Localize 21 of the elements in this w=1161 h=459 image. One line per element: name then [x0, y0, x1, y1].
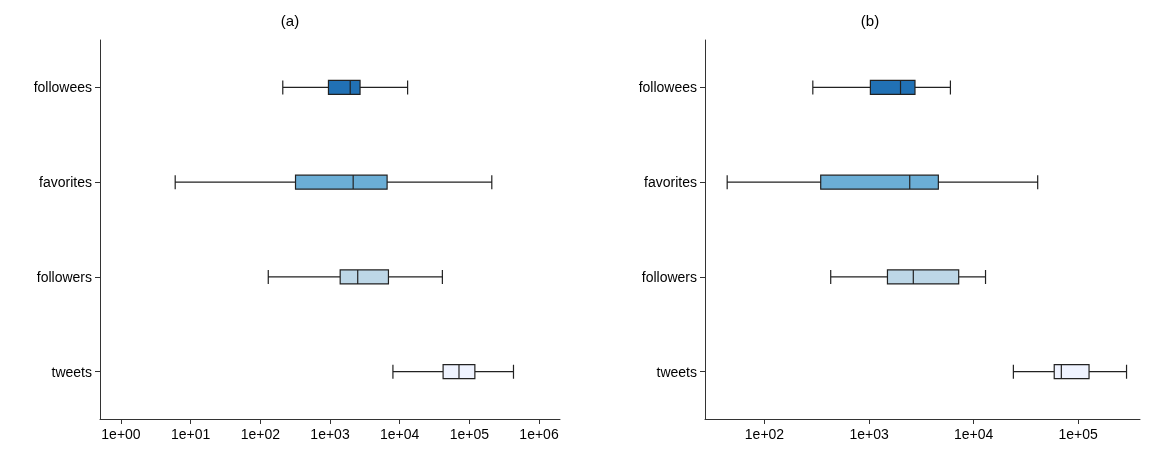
y-tick-label: favorites [644, 174, 697, 191]
y-tick-label: favorites [39, 174, 92, 191]
x-tick-label: 1e+02 [744, 426, 785, 442]
y-tick-label: tweets [656, 363, 697, 380]
x-tick-label: 1e+03 [310, 426, 350, 442]
y-tick-label: followees [638, 79, 697, 96]
x-tick-label: 1e+04 [953, 426, 994, 442]
chart-title: (b) [860, 12, 880, 29]
x-tick-label: 1e+05 [1058, 426, 1099, 442]
chart-title: (a) [280, 12, 300, 29]
x-tick-label: 1e+02 [240, 426, 281, 442]
x-tick-label: 1e+01 [170, 426, 211, 442]
x-tick-label: 1e+03 [849, 426, 889, 442]
y-tick-label: followers [641, 268, 697, 285]
x-tick-label: 1e+04 [380, 426, 420, 442]
x-tick-label: 1e+00 [101, 426, 141, 442]
x-tick-label: 1e+06 [519, 426, 559, 442]
x-tick-label: 1e+05 [449, 426, 490, 442]
y-tick-label: tweets [51, 363, 92, 380]
y-tick-label: followers [36, 268, 92, 285]
y-tick-label: followees [33, 79, 92, 96]
